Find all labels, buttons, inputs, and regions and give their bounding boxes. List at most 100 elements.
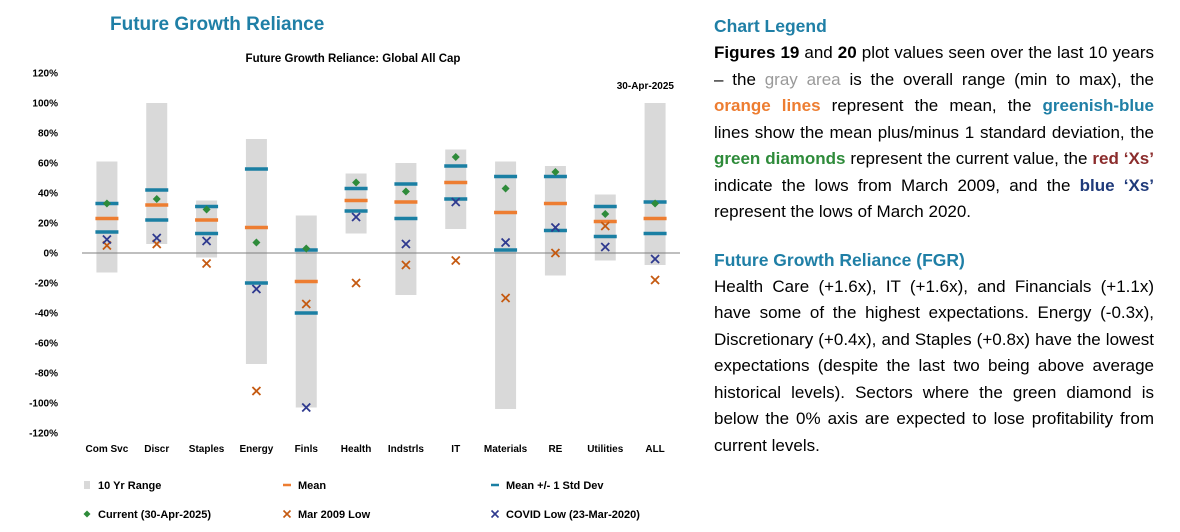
green-diamonds-term: green diamonds xyxy=(714,149,846,168)
section-title: Future Growth Reliance xyxy=(110,14,325,35)
y-tick-label: -20% xyxy=(35,279,58,290)
x-tick-label: Com Svc xyxy=(86,444,129,455)
mar2009-low-utilities xyxy=(600,221,610,231)
x-tick-label: Utilities xyxy=(587,444,624,455)
x-tick-label: IT xyxy=(451,444,460,455)
covid-low-staples xyxy=(201,236,212,246)
figure-ref: 19 xyxy=(780,43,800,62)
mar2009-low-energy xyxy=(251,386,262,396)
legend-text-part: Figures xyxy=(714,43,781,62)
fgr-paragraph: Health Care (+1.6x), IT (+1.6x), and Fin… xyxy=(714,276,1154,455)
point-markers xyxy=(102,153,660,413)
y-tick-label: -40% xyxy=(35,309,58,320)
orange-lines-term: orange lines xyxy=(714,96,821,115)
range-bar-staples xyxy=(196,200,218,258)
legend-swatch-x xyxy=(282,509,292,519)
legend-text-part: indicate the lows from March 2009, and t… xyxy=(714,175,1080,195)
current-diamond-utilities xyxy=(601,210,610,218)
current-diamond-energy xyxy=(252,238,261,247)
current-diamond-discr xyxy=(152,195,161,203)
current-diamond-finls xyxy=(302,244,311,253)
text-panel: Chart Legend Figures 19 and 20 plot valu… xyxy=(714,14,1154,459)
fgr-heading: Future Growth Reliance (FGR) xyxy=(714,249,965,270)
y-tick-label: 100% xyxy=(32,99,58,110)
range-bar-discr xyxy=(146,103,168,244)
range-bar-materials xyxy=(495,161,517,409)
chart-legend-paragraph: Figures 19 and 20 plot values seen over … xyxy=(714,40,1154,226)
legend-label: 10 Yr Range xyxy=(98,480,161,492)
legend-text-part: is the overall range (min to max), the xyxy=(840,69,1154,89)
x-tick-label: Staples xyxy=(189,444,225,455)
y-tick-label: 60% xyxy=(38,159,58,170)
current-diamond-staples xyxy=(202,205,211,214)
y-tick-label: 80% xyxy=(38,129,58,140)
legend-text-part: plot values seen over the last 10 years … xyxy=(714,43,1155,89)
x-axis: Com Svc Discr Staples Energy Finls Health Inds… xyxy=(86,444,665,455)
current-diamond-materials xyxy=(501,184,510,193)
legend-label: Mean +/- 1 Std Dev xyxy=(506,480,604,492)
current-diamond-health xyxy=(352,178,361,187)
blue-xs-term: blue ‘Xs’ xyxy=(1079,175,1154,195)
future-growth-reliance-chart: Future Growth Reliance: Global All Cap 3… xyxy=(29,53,680,521)
legend-label: Mean xyxy=(298,480,326,492)
current-diamond-all xyxy=(651,199,660,208)
range-bar-re xyxy=(544,166,566,276)
covid-low-materials xyxy=(500,237,511,248)
range-bar-indstrls xyxy=(395,163,417,295)
x-tick-label: Materials xyxy=(484,444,528,455)
x-tick-label: ALL xyxy=(645,444,664,455)
covid-low-discr xyxy=(152,233,162,243)
chart-date-label: 30-Apr-2025 xyxy=(617,81,675,92)
y-tick-label: 120% xyxy=(32,69,58,80)
chart-legend: 10 Yr Range Mean Mean +/- 1 Std Dev Current… xyxy=(83,480,640,521)
y-tick-label: 20% xyxy=(38,219,58,230)
legend-label: Current (30-Apr-2025) xyxy=(98,509,211,521)
current-diamond-com-svc xyxy=(102,199,111,208)
range-bar-utilities xyxy=(594,194,616,261)
y-axis: -120% -100% -80% -60% -40% -20% 0% 20% 40% 60% 80%… xyxy=(29,69,58,440)
gray-area-term: gray area xyxy=(764,69,841,89)
mar2009-low-all xyxy=(650,275,660,285)
range-bar-all xyxy=(644,103,666,265)
x-tick-label: RE xyxy=(548,444,562,455)
legend-text-part: represent the current value, the xyxy=(845,149,1093,168)
mar2009-low-staples xyxy=(201,258,212,269)
current-diamond-re xyxy=(551,168,560,176)
y-tick-label: -80% xyxy=(35,369,58,380)
mar2009-low-it xyxy=(451,255,461,266)
mar2009-low-re xyxy=(550,248,561,258)
figure-ref: 20 xyxy=(837,43,857,62)
covid-low-indstrls xyxy=(401,239,411,249)
legend-swatch-range xyxy=(84,481,90,489)
covid-low-it xyxy=(451,197,461,207)
legend-swatch-diamond xyxy=(83,510,91,518)
y-tick-label: -120% xyxy=(29,429,58,440)
x-tick-label: Finls xyxy=(295,444,319,455)
y-tick-label: 40% xyxy=(38,189,58,200)
covid-low-finls xyxy=(301,402,311,413)
covid-low-all xyxy=(650,254,660,264)
x-tick-label: Health xyxy=(341,444,372,455)
chart-title: Future Growth Reliance: Global All Cap xyxy=(246,53,461,65)
covid-low-energy xyxy=(251,284,262,294)
legend-swatch-x xyxy=(490,509,500,519)
x-tick-label: Indstrls xyxy=(388,444,425,455)
covid-low-com-svc xyxy=(102,234,112,245)
y-tick-label: 0% xyxy=(44,249,59,260)
x-tick-label: Discr xyxy=(144,444,169,455)
legend-text-part: lines show the mean plus/minus 1 standar… xyxy=(714,122,1154,142)
y-tick-label: -100% xyxy=(29,399,58,410)
legend-text-part: represent the lows of March 2020. xyxy=(714,202,972,221)
mar2009-low-finls xyxy=(301,299,311,309)
mar2009-low-indstrls xyxy=(401,260,411,270)
legend-text-part: and xyxy=(799,43,838,62)
legend-text-part: represent the mean, the xyxy=(820,96,1043,115)
covid-low-utilities xyxy=(600,242,610,252)
stat-lines xyxy=(95,164,667,315)
current-diamond-indstrls xyxy=(401,187,410,196)
range-bars xyxy=(96,103,666,409)
range-bar-energy xyxy=(245,139,267,364)
x-tick-label: Energy xyxy=(239,444,273,455)
legend-label: Mar 2009 Low xyxy=(298,509,371,521)
red-xs-term: red ‘Xs’ xyxy=(1092,149,1154,168)
